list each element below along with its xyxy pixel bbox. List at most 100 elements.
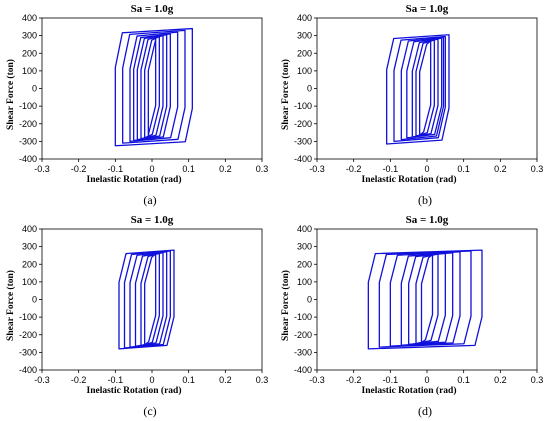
y-tick-label: -200 (294, 119, 312, 129)
hysteresis-loop (123, 250, 171, 349)
y-tick-label: -200 (19, 330, 37, 340)
y-tick-label: 400 (22, 13, 37, 23)
y-tick-label: -400 (19, 365, 37, 375)
x-axis-label: Inelastic Rotation (rad) (362, 385, 457, 396)
chart-svg: Sa = 1.0g4003002001000-100-200-300-400-0… (280, 214, 544, 418)
hysteresis-loop (129, 251, 168, 348)
hysteresis-loop (133, 33, 171, 142)
x-axis-label: Inelastic Rotation (rad) (87, 385, 182, 396)
chart-title: Sa = 1.0g (131, 214, 174, 226)
hysteresis-loop (140, 252, 160, 347)
x-tick-label: 0.1 (457, 375, 470, 385)
hysteresis-loop (419, 40, 432, 136)
chart-svg: Sa = 1.0g4003002001000-100-200-300-400-0… (280, 3, 543, 207)
y-tick-label: 300 (297, 242, 312, 252)
y-tick-label: -400 (19, 154, 37, 164)
y-tick-label: -200 (294, 330, 312, 340)
hysteresis-loop (393, 35, 446, 143)
x-tick-label: -0.3 (309, 375, 325, 385)
x-tick-label: 0 (424, 164, 429, 174)
y-tick-label: -400 (294, 154, 312, 164)
hysteresis-loop (118, 249, 175, 350)
x-tick-label: 0.2 (494, 164, 507, 174)
x-tick-label: 0.2 (494, 375, 507, 385)
y-tick-label: -100 (294, 312, 312, 322)
x-tick-label: 0.3 (531, 375, 544, 385)
y-tick-label: -100 (19, 101, 37, 111)
chart-panel-c: Sa = 1.0g 400 300 200 100 0 -100 -200 -300 -400 -0… (0, 211, 275, 421)
x-tick-label: -0.2 (346, 164, 362, 174)
hysteresis-loop (411, 38, 439, 138)
y-tick-label: 400 (22, 224, 37, 234)
x-tick-label: 0.1 (182, 164, 195, 174)
y-tick-label: 200 (297, 48, 312, 58)
plot-area (41, 228, 263, 371)
hysteresis-loop (400, 252, 454, 346)
hysteresis-loop (406, 37, 443, 139)
hysteresis-loop (408, 252, 446, 346)
y-tick-label: 300 (22, 31, 37, 41)
y-tick-label: 0 (32, 295, 37, 305)
y-tick-label: -300 (294, 136, 312, 146)
panel-caption: (d) (418, 404, 432, 418)
x-axis-label: Inelastic Rotation (rad) (362, 174, 457, 185)
hysteresis-loop (415, 253, 439, 345)
hysteresis-loop (134, 252, 164, 347)
y-axis-label: Shear Force (ton) (280, 59, 291, 130)
y-tick-label: 100 (297, 277, 312, 287)
y-tick-label: 200 (22, 259, 37, 269)
x-tick-label: -0.1 (108, 375, 124, 385)
y-tick-label: -300 (19, 136, 37, 146)
hysteresis-loop (367, 249, 483, 350)
y-tick-label: -100 (294, 101, 312, 111)
y-tick-label: 300 (22, 242, 37, 252)
y-tick-label: 100 (22, 66, 37, 76)
panel-caption: (a) (143, 193, 156, 207)
y-tick-label: 100 (297, 66, 312, 76)
chart-svg: Sa = 1.0g4003002001000-100-200-300-400-0… (5, 3, 269, 207)
panel-caption: (c) (143, 404, 156, 418)
y-tick-label: -200 (19, 119, 37, 129)
x-tick-label: -0.3 (309, 164, 325, 174)
chart-svg: Sa = 1.0g4003002001000-100-200-300-400-0… (5, 214, 268, 418)
hysteresis-loop (144, 253, 157, 346)
chart-panel-d: Sa = 1.0g 400 300 200 100 0 -100 -200 -300 -400 -0… (275, 211, 550, 421)
hysteresis-loop (114, 27, 193, 147)
panel-caption: (b) (418, 193, 432, 207)
y-tick-label: -300 (19, 347, 37, 357)
hysteresis-loop (129, 31, 179, 143)
y-axis-label: Shear Force (ton) (280, 270, 291, 341)
y-tick-label: 200 (22, 48, 37, 58)
chart-title: Sa = 1.0g (406, 214, 449, 226)
hysteresis-loop (386, 34, 450, 145)
x-tick-label: 0.1 (182, 375, 195, 385)
hysteresis-loop (389, 251, 461, 347)
x-axis-label: Inelastic Rotation (rad) (87, 174, 182, 185)
chart-title: Sa = 1.0g (131, 3, 174, 15)
x-tick-label: 0.3 (256, 164, 269, 174)
x-tick-label: -0.2 (346, 375, 362, 385)
y-axis-label: Shear Force (ton) (5, 270, 16, 341)
y-axis-label: Shear Force (ton) (5, 59, 16, 130)
x-tick-label: -0.1 (383, 375, 399, 385)
hysteresis-loop (147, 36, 157, 138)
x-tick-label: -0.2 (71, 164, 87, 174)
chart-panel-a: Sa = 1.0g 400 300 200 100 0 -100 -200 -300 -400 -0… (0, 0, 275, 210)
hysteresis-loop (122, 29, 186, 144)
hysteresis-loop (400, 36, 445, 141)
hysteresis-loop (415, 39, 435, 137)
plot-area (316, 228, 538, 371)
x-tick-label: -0.3 (34, 375, 50, 385)
y-tick-label: 0 (307, 84, 312, 94)
x-tick-label: -0.2 (71, 375, 87, 385)
chart-title: Sa = 1.0g (406, 3, 449, 15)
x-tick-label: 0 (149, 164, 154, 174)
y-tick-label: 300 (297, 31, 312, 41)
y-tick-label: -300 (294, 347, 312, 357)
hysteresis-loop (420, 253, 434, 344)
x-tick-label: -0.3 (34, 164, 50, 174)
y-tick-label: 0 (32, 84, 37, 94)
x-tick-label: 0 (424, 375, 429, 385)
hysteresis-loop (378, 250, 472, 348)
x-tick-label: -0.1 (108, 164, 124, 174)
